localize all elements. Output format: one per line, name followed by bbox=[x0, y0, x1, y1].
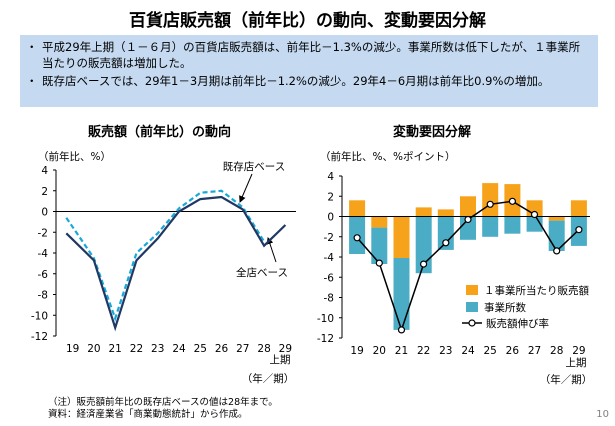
left-period-label: （年／期） bbox=[242, 372, 295, 385]
x-tick-label: 20 bbox=[87, 343, 100, 355]
summary-text: 平成29年上期（１－６月）の百貨店販売額は、前年比－1.3%の減少。事業所数は低… bbox=[42, 40, 581, 70]
right-period-label: （年／期） bbox=[540, 373, 593, 386]
right-x-sublabel: 上期 bbox=[566, 357, 587, 369]
bar-store-count bbox=[460, 216, 476, 240]
x-tick-label: 27 bbox=[236, 343, 249, 355]
left-unit-label: （前年比、%） bbox=[38, 150, 111, 163]
x-tick-label: 21 bbox=[108, 343, 121, 355]
y-tick-label: -2 bbox=[38, 227, 48, 239]
y-tick-label: -6 bbox=[324, 272, 335, 284]
bar-per-store-sales bbox=[482, 183, 499, 217]
bar-per-store-sales bbox=[371, 216, 388, 228]
left-chart-title: 販売額（前年比）の動向 bbox=[88, 125, 232, 140]
growth-marker bbox=[420, 260, 428, 268]
growth-marker bbox=[397, 326, 406, 334]
y-tick-label: -10 bbox=[317, 313, 334, 325]
y-tick-label: -8 bbox=[324, 293, 334, 305]
bar-store-count bbox=[415, 216, 432, 274]
bar-per-store-sales bbox=[349, 200, 366, 217]
y-tick-label: 0 bbox=[41, 207, 48, 219]
x-tick-label: 23 bbox=[151, 343, 164, 355]
legend-swatch-store-count bbox=[466, 302, 478, 312]
right-chart-title: 変動要因分解 bbox=[393, 125, 472, 140]
y-tick-label: -8 bbox=[38, 290, 48, 302]
x-tick-label: 25 bbox=[194, 343, 207, 355]
series-line-existing-store bbox=[65, 189, 266, 322]
x-tick-label: 22 bbox=[130, 343, 143, 355]
growth-marker bbox=[575, 226, 583, 234]
legend-label-growth: 販売額伸び率 bbox=[486, 317, 549, 330]
x-tick-label: 22 bbox=[417, 345, 430, 357]
bullet-mark: ・ bbox=[26, 74, 38, 88]
page-title: 百貨店販売額（前年比）の動向、変動要因分解 bbox=[129, 11, 486, 31]
source-note: 資料：経済産業省「商業動態統計」から作成。 bbox=[48, 409, 248, 420]
growth-marker bbox=[353, 234, 361, 242]
bar-per-store-sales bbox=[548, 216, 565, 221]
bullet-mark: ・ bbox=[26, 40, 38, 54]
bar-store-count bbox=[393, 258, 410, 330]
bar-store-count bbox=[437, 216, 454, 250]
series-line-all-store bbox=[65, 195, 287, 332]
x-tick-label: 25 bbox=[483, 345, 496, 357]
bar-store-count bbox=[504, 216, 521, 234]
annotation-arrow bbox=[239, 173, 253, 203]
x-tick-label: 26 bbox=[215, 343, 229, 355]
y-tick-label: 0 bbox=[327, 212, 334, 224]
summary-bullet: ・ 既存店ベースでは、29年1－3月期は前年比－1.2%の減少。29年4－6月期… bbox=[26, 73, 590, 89]
growth-marker bbox=[508, 197, 517, 205]
bar-per-store-sales bbox=[415, 207, 432, 217]
growth-marker bbox=[486, 200, 494, 208]
legend: １事業所当たり販売額 事業所数 販売額伸び率 bbox=[462, 284, 589, 330]
summary-bullet: ・ 平成29年上期（１－６月）の百貨店販売額は、前年比－1.3%の減少。事業所数… bbox=[26, 39, 590, 71]
x-tick-label: 24 bbox=[172, 343, 186, 355]
annotation-all-store: 全店ベース bbox=[236, 266, 288, 279]
annotation-existing-store: 既存店ベース bbox=[223, 160, 285, 173]
x-tick-label: 19 bbox=[66, 343, 79, 355]
bar-per-store-sales bbox=[393, 216, 410, 258]
y-tick-label: -2 bbox=[324, 232, 334, 244]
y-tick-label: -10 bbox=[31, 310, 48, 322]
summary-box: ・ 平成29年上期（１－６月）の百貨店販売額は、前年比－1.3%の減少。事業所数… bbox=[20, 35, 598, 107]
legend-label-per-store: １事業所当たり販売額 bbox=[484, 284, 589, 297]
x-tick-label: 23 bbox=[439, 345, 452, 357]
growth-marker bbox=[442, 239, 450, 247]
y-tick-label: 4 bbox=[327, 171, 334, 183]
x-tick-label: 19 bbox=[350, 345, 363, 357]
footnote: （注）販売額前年比の既存店ベースの値は28年まで。 bbox=[48, 397, 278, 408]
legend-swatch-per-store bbox=[466, 285, 478, 295]
x-tick-label: 21 bbox=[395, 345, 408, 357]
y-tick-label: 2 bbox=[327, 191, 334, 203]
x-tick-label: 24 bbox=[461, 345, 475, 357]
bar-per-store-sales bbox=[570, 200, 587, 217]
y-tick-label: -4 bbox=[38, 248, 49, 260]
bar-store-count bbox=[482, 216, 499, 237]
x-tick-label: 29 bbox=[572, 345, 585, 357]
summary-text: 既存店ベースでは、29年1－3月期は前年比－1.2%の減少。29年4－6月期は前… bbox=[42, 74, 550, 88]
y-tick-label: 4 bbox=[41, 165, 48, 177]
x-tick-label: 28 bbox=[550, 345, 563, 357]
bar-per-store-sales bbox=[437, 209, 454, 217]
growth-marker bbox=[553, 247, 561, 255]
y-tick-label: 2 bbox=[41, 186, 48, 198]
y-tick-label: -4 bbox=[324, 252, 335, 264]
x-tick-label: 28 bbox=[257, 343, 270, 355]
y-tick-label: -12 bbox=[317, 333, 334, 345]
legend-label-store-count: 事業所数 bbox=[484, 301, 526, 314]
left-x-sublabel: 上期 bbox=[270, 354, 291, 366]
y-tick-label: -6 bbox=[38, 269, 49, 281]
x-tick-label: 26 bbox=[506, 345, 520, 357]
right-unit-label: （前年比、%、%ポイント） bbox=[320, 150, 455, 163]
bar-per-store-sales bbox=[460, 196, 476, 217]
legend-marker-growth bbox=[468, 319, 476, 327]
growth-marker bbox=[375, 259, 383, 267]
growth-marker bbox=[530, 210, 539, 219]
x-tick-label: 20 bbox=[373, 345, 386, 357]
x-tick-label: 29 bbox=[279, 343, 292, 355]
bar-store-count bbox=[371, 227, 388, 264]
x-tick-label: 27 bbox=[528, 345, 541, 357]
page-number: 10 bbox=[596, 409, 609, 420]
y-tick-label: -12 bbox=[31, 331, 48, 343]
growth-marker bbox=[464, 215, 472, 224]
